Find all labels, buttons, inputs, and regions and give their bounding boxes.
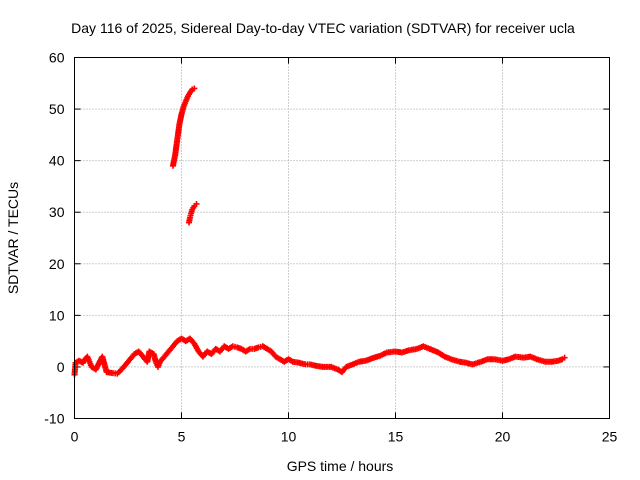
data-point <box>193 200 200 207</box>
x-tick-label: 20 <box>495 429 511 445</box>
axis-ticks: 0 5 10 15 20 25 -10 0 10 20 30 40 50 60 <box>44 50 617 445</box>
y-tick-label: 0 <box>57 359 65 375</box>
x-tick-label: 15 <box>388 429 404 445</box>
grid <box>74 57 610 419</box>
y-tick-label: 60 <box>49 50 65 66</box>
chart-title: Day 116 of 2025, Sidereal Day-to-day VTE… <box>71 20 575 36</box>
x-axis-label: GPS time / hours <box>287 458 394 474</box>
y-tick-label: 50 <box>49 101 65 117</box>
y-tick-label: 40 <box>49 153 65 169</box>
y-tick-label: 30 <box>49 204 65 220</box>
y-tick-label: -10 <box>44 411 64 427</box>
x-tick-label: 10 <box>281 429 297 445</box>
y-axis-label: SDTVAR / TECUs <box>5 182 21 294</box>
y-tick-label: 20 <box>49 256 65 272</box>
y-tick-label: 10 <box>49 307 65 323</box>
plot-frame <box>74 57 610 419</box>
data-points <box>71 85 568 378</box>
data-point <box>561 354 568 361</box>
data-point <box>191 85 198 92</box>
x-tick-label: 0 <box>71 429 79 445</box>
x-tick-label: 5 <box>178 429 186 445</box>
x-tick-label: 25 <box>602 429 618 445</box>
